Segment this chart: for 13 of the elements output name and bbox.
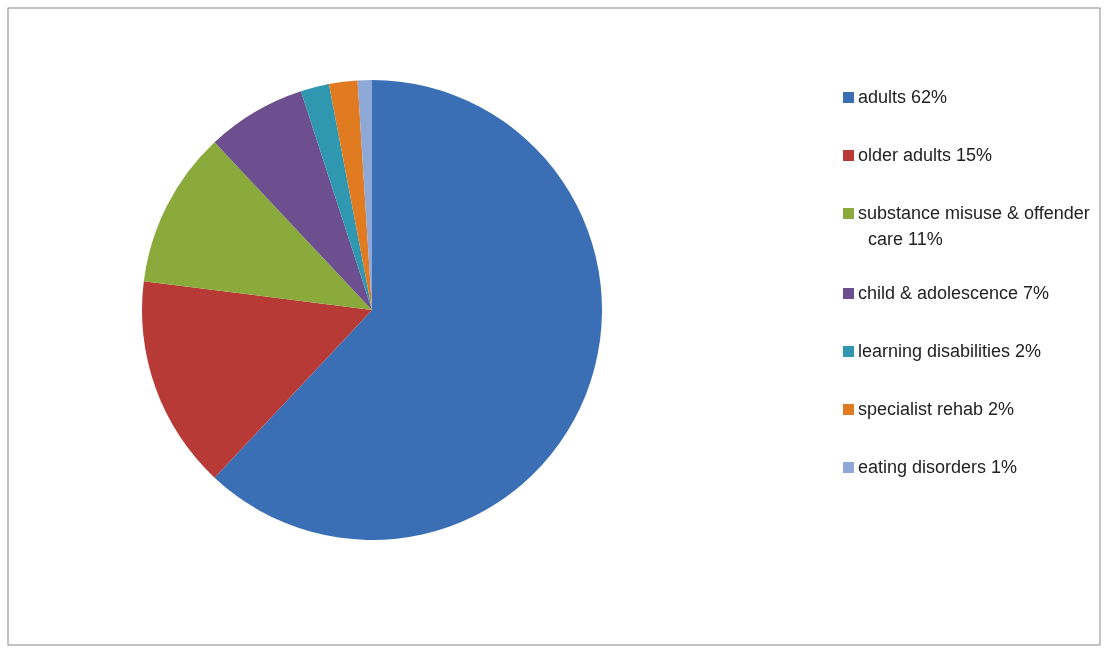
legend-label: learning disabilities 2% — [858, 341, 1042, 361]
legend-label: adults 62% — [858, 87, 948, 107]
legend-label: substance misuse & offender care 11% — [858, 203, 1090, 249]
pie-slice — [328, 80, 372, 310]
legend-label: child & adolescence 7% — [858, 283, 1050, 303]
pie-slice — [300, 84, 372, 310]
pie-slice — [143, 142, 372, 310]
legend-label: specialist rehab 2% — [858, 399, 1015, 419]
pie-slice — [214, 91, 372, 310]
legend-label: older adults 15% — [858, 145, 993, 165]
pie-slice — [142, 281, 372, 478]
legend-label: eating disorders 1% — [858, 457, 1018, 477]
pie-slice — [214, 80, 602, 540]
